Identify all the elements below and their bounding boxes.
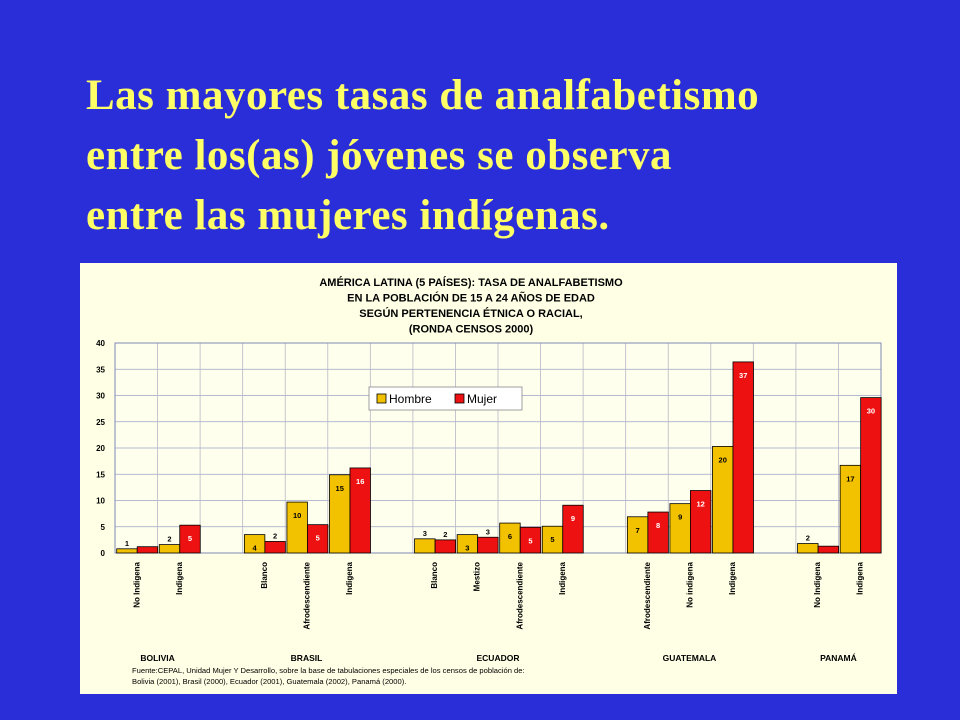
data-label-hombre: 2 xyxy=(167,535,171,544)
legend-swatch-mujer xyxy=(454,393,465,404)
category-label: No indigena xyxy=(686,561,695,607)
data-label-mujer: 16 xyxy=(356,477,364,486)
legend-box xyxy=(368,386,523,411)
category-label: Afrodescendiente xyxy=(303,561,312,629)
category-label: Indigena xyxy=(856,561,865,594)
bar-mujer xyxy=(562,504,584,554)
bar-mujer xyxy=(136,546,159,554)
data-label-hombre: 10 xyxy=(293,511,301,520)
data-label-hombre: 15 xyxy=(336,484,344,493)
data-label-mujer: 37 xyxy=(739,371,747,380)
data-label-hombre: 4 xyxy=(253,544,258,553)
category-label: Mestizo xyxy=(473,562,482,591)
data-label-mujer: 9 xyxy=(571,514,575,523)
data-label-mujer: 5 xyxy=(188,534,192,543)
category-label: Indigena xyxy=(345,561,354,594)
slide-title-line: Las mayores tasas de analfabetismo xyxy=(86,72,760,119)
category-label: Blanco xyxy=(260,562,269,589)
bar-hombre xyxy=(158,544,181,554)
data-label-mujer: 8 xyxy=(656,521,660,530)
y-tick-label: 10 xyxy=(96,497,105,506)
bar-mujer xyxy=(264,541,286,554)
data-label-hombre: 7 xyxy=(636,526,640,535)
chart-title-line: (RONDA CENSOS 2000) xyxy=(409,324,534,336)
bar-mujer xyxy=(434,539,456,554)
category-label: Indigena xyxy=(558,561,567,594)
data-label-mujer: 5 xyxy=(528,536,532,545)
bar-mujer xyxy=(519,526,542,554)
bar-hombre xyxy=(626,516,649,554)
bar-mujer xyxy=(179,524,201,554)
chart-title-line: EN LA POBLACIÓN DE 15 A 24 AÑOS DE EDAD xyxy=(347,292,595,305)
y-tick-label: 20 xyxy=(96,444,105,453)
data-label-hombre: 1 xyxy=(125,539,129,548)
y-tick-label: 40 xyxy=(96,339,105,348)
slide-title-line: entre los(as) jóvenes se observa xyxy=(86,132,673,179)
country-label: BOLIVIA xyxy=(140,653,174,663)
country-label: BRASIL xyxy=(291,653,323,663)
legend-swatch-hombre xyxy=(376,393,387,404)
legend-label-mujer: Mujer xyxy=(467,392,497,406)
y-tick-label: 0 xyxy=(101,549,106,558)
y-tick-label: 35 xyxy=(96,365,105,374)
y-tick-label: 25 xyxy=(96,418,105,427)
bar-chart: AMÉRICA LATINA (5 PAÍSES): TASA DE ANALF… xyxy=(96,276,882,686)
bar-mujer xyxy=(477,536,499,554)
category-label: Indigena xyxy=(728,561,737,594)
data-label-hombre: 2 xyxy=(806,534,810,543)
data-label-hombre: 9 xyxy=(678,513,682,522)
data-label-hombre: 5 xyxy=(550,535,554,544)
country-label: ECUADOR xyxy=(477,653,520,663)
y-tick-label: 15 xyxy=(96,470,105,479)
slide-title-line: entre las mujeres indígenas. xyxy=(86,192,610,239)
y-tick-label: 5 xyxy=(101,523,106,532)
data-label-mujer: 5 xyxy=(316,534,320,543)
data-label-hombre: 6 xyxy=(508,532,512,541)
bar-mujer xyxy=(647,511,669,554)
category-label: No Indigena xyxy=(813,561,822,607)
bar-mujer xyxy=(732,361,754,554)
source-note-line: Bolivia (2001), Brasil (2000), Ecuador (… xyxy=(132,677,406,686)
data-label-mujer: 2 xyxy=(273,531,277,540)
category-label: Afrodescendiente xyxy=(515,561,524,629)
data-label-hombre: 3 xyxy=(423,529,427,538)
data-label-mujer: 12 xyxy=(697,500,705,509)
source-note-line: Fuente:CEPAL, Unidad Mujer Y Desarrollo,… xyxy=(132,666,525,675)
chart-title-line: SEGÚN PERTENENCIA ÉTNICA O RACIAL, xyxy=(359,307,582,320)
bar-hombre xyxy=(797,543,819,554)
bar-hombre xyxy=(116,548,138,554)
country-label: PANAMÁ xyxy=(820,653,857,663)
data-label-hombre: 3 xyxy=(465,544,469,553)
bar-mujer xyxy=(307,524,329,554)
bar-mujer xyxy=(349,467,371,554)
legend-label-hombre: Hombre xyxy=(389,392,432,406)
country-label: GUATEMALA xyxy=(663,653,717,663)
slide-title: Las mayores tasas de analfabetismo entre… xyxy=(86,66,946,246)
category-label: Blanco xyxy=(430,562,439,589)
data-label-mujer: 3 xyxy=(486,527,490,536)
bar-hombre xyxy=(669,503,691,554)
category-label: Indigena xyxy=(175,561,184,594)
category-label: No Indigena xyxy=(132,561,141,607)
bar-mujer xyxy=(690,490,712,554)
chart-title-line: AMÉRICA LATINA (5 PAÍSES): TASA DE ANALF… xyxy=(319,276,623,289)
category-label: Afrodescendiente xyxy=(643,561,652,629)
bar-hombre xyxy=(286,501,308,554)
bar-mujer xyxy=(817,545,839,554)
data-label-mujer: 30 xyxy=(867,407,875,416)
bar-mujer xyxy=(860,397,882,554)
data-label-mujer: 2 xyxy=(443,530,447,539)
bar-hombre xyxy=(414,538,436,554)
y-tick-label: 30 xyxy=(96,392,105,401)
data-label-hombre: 20 xyxy=(719,455,727,464)
chart-panel: AMÉRICA LATINA (5 PAÍSES): TASA DE ANALF… xyxy=(80,263,897,694)
data-label-hombre: 17 xyxy=(846,474,854,483)
